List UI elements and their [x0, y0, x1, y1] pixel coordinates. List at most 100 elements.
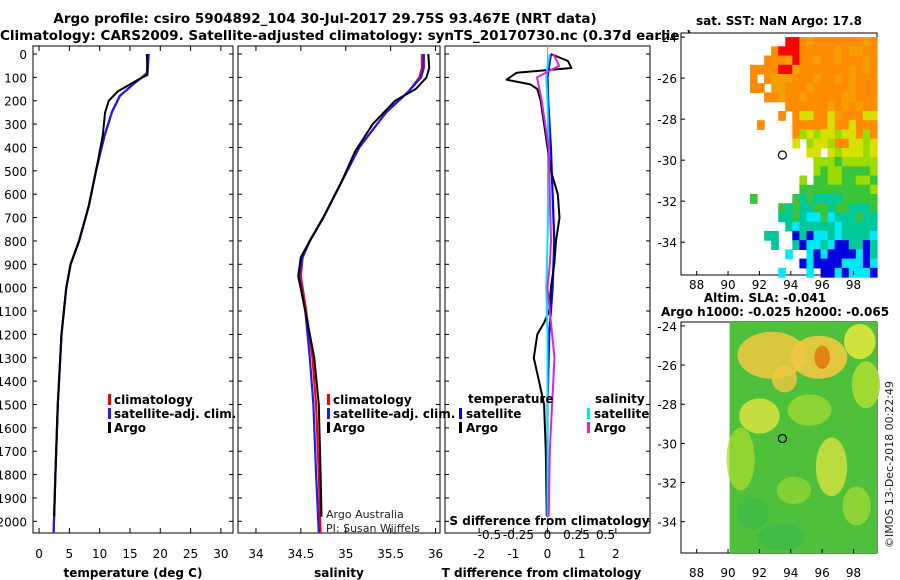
depth-tick-label: 500	[4, 165, 27, 179]
diff-legend-temp-title: temperature	[468, 392, 553, 406]
diff-top-label: S difference from climatology	[449, 514, 649, 528]
salinity-legend-label: climatology	[333, 393, 412, 407]
sst-cell	[855, 203, 864, 214]
sst-cell	[820, 74, 829, 84]
sst-cell	[848, 92, 857, 103]
credit-text: ©IMOS 13-Dec-2018 00:22:49	[883, 381, 896, 548]
sst-cell	[834, 258, 843, 269]
sst-cell	[771, 74, 779, 84]
sst-cell	[806, 221, 815, 232]
sst-cell	[834, 175, 843, 186]
sst-cell	[792, 120, 800, 130]
sst-cell	[862, 267, 871, 278]
sst-cell	[869, 92, 878, 103]
diff-x-tick-label: 2	[612, 547, 620, 561]
sst-cell	[869, 129, 878, 140]
sst-cell	[841, 193, 850, 204]
sst-cell	[855, 175, 864, 186]
sst-cell	[855, 92, 864, 103]
sst-cell	[778, 203, 786, 214]
sst-cell	[834, 110, 843, 121]
sst-cell	[778, 46, 786, 57]
temperature-series-0	[52, 53, 150, 534]
sst-cell	[806, 249, 815, 260]
sst-cell	[827, 166, 836, 177]
depth-tick-label: 900	[4, 258, 27, 272]
depth-tick-label: 0	[19, 48, 27, 62]
sst-cell	[841, 184, 850, 195]
sst-cell	[799, 240, 808, 250]
sst-cell	[834, 37, 843, 47]
sst-cell	[855, 212, 864, 223]
sst-cell	[834, 64, 843, 75]
sst-cell	[792, 83, 800, 94]
sst-cell	[806, 267, 815, 278]
sst-cell	[806, 92, 815, 103]
temperature-x-tick-label: 10	[92, 547, 107, 561]
depth-tick-label: 1500	[0, 398, 27, 412]
sst-cell	[799, 101, 808, 112]
sst-x-tick-label: 94	[783, 278, 798, 292]
sst-cell	[869, 83, 878, 94]
sst-cell	[855, 37, 864, 47]
sst-cell	[862, 147, 871, 158]
sst-cell	[848, 175, 857, 186]
sst-cell	[806, 138, 815, 149]
sst-cell	[848, 64, 857, 75]
sst-cell	[813, 64, 822, 75]
salinity-series-2	[297, 53, 431, 517]
temperature-panel-frame	[32, 45, 234, 534]
sst-cell	[869, 258, 878, 269]
sst-cell	[820, 157, 829, 167]
salinity-x-tick-label: 36	[428, 547, 443, 561]
sst-cell	[792, 212, 800, 223]
sst-cell	[820, 249, 829, 260]
sst-cell	[820, 166, 829, 177]
sst-cell	[785, 221, 793, 232]
sst-cell	[855, 166, 864, 177]
sla-anomaly-blob	[757, 523, 805, 552]
sst-cell	[799, 74, 808, 84]
annotation-pi: PI: Susan Wijffels	[326, 522, 420, 535]
sst-x-tick-label: 96	[814, 278, 829, 292]
sst-cell	[862, 184, 871, 195]
sst-cell	[792, 64, 800, 75]
depth-tick-label: 2000	[0, 515, 27, 529]
sst-cell	[806, 212, 815, 223]
sst-cell	[820, 55, 829, 66]
sst-cell	[848, 230, 857, 241]
sst-cell	[820, 37, 829, 47]
sst-cell	[785, 55, 793, 66]
sst-cell	[792, 221, 800, 232]
sst-cell	[806, 83, 815, 94]
sst-cell	[820, 193, 829, 204]
temperature-legend-swatch	[108, 394, 111, 405]
sst-cell	[862, 193, 871, 204]
sst-cell	[764, 74, 772, 84]
sst-cell	[862, 212, 871, 223]
sst-cell	[827, 120, 836, 130]
sla-title-line-1: Altim. SLA: -0.041	[704, 291, 826, 305]
diff-x-label: T difference from climatology	[442, 566, 642, 580]
sst-cell	[841, 249, 850, 260]
sst-cell	[792, 46, 800, 57]
sst-cell	[841, 157, 850, 167]
sla-anomaly-blob	[851, 361, 881, 409]
sst-cell	[827, 74, 836, 84]
sla-y-tick-label: -30	[657, 437, 677, 451]
depth-tick-label: 1200	[0, 328, 27, 342]
sst-cell	[862, 55, 871, 66]
sst-cell	[869, 55, 878, 66]
depth-tick-label: 100	[4, 71, 27, 85]
sst-x-tick-label: 98	[846, 278, 861, 292]
sst-cell	[799, 55, 808, 66]
sst-cell	[806, 203, 815, 214]
sst-cell	[799, 184, 808, 195]
sst-cell	[827, 258, 836, 269]
sst-cell	[855, 249, 864, 260]
diff-top-tick-label: 0.25	[563, 528, 590, 542]
sst-x-tick-label: 88	[689, 278, 704, 292]
sst-cell	[855, 120, 864, 130]
salinity-x-tick-label: 34	[248, 547, 263, 561]
title-line-1: Argo profile: csiro 5904892_104 30-Jul-2…	[53, 11, 597, 27]
